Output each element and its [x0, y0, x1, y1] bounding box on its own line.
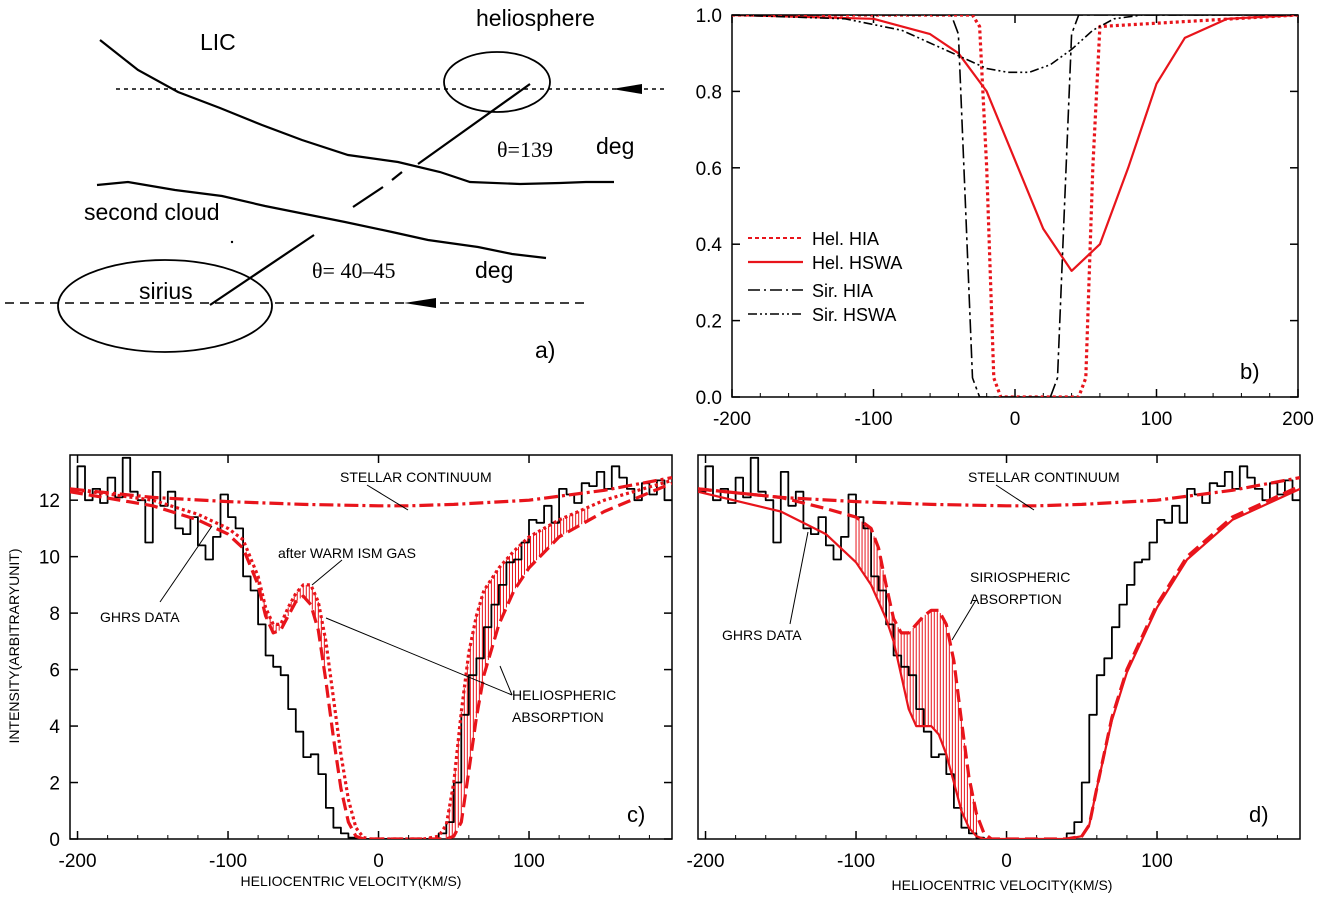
series-line-model-solid: [698, 487, 1300, 839]
x-tick-label: -100: [209, 851, 247, 872]
x-tick-label: -100: [837, 851, 875, 872]
series-group-d: [698, 456, 1300, 839]
x-tick-label: 100: [513, 851, 545, 872]
y-tick-label: 6: [49, 661, 60, 682]
heliosphere-ellipse: [443, 51, 551, 113]
series-line-stellar-continuum: [698, 476, 1300, 508]
panel-d-letter: d): [1249, 802, 1269, 827]
y-tick-label: 0.4: [696, 235, 723, 256]
y-tick-label: 0.2: [696, 312, 722, 333]
annotation-sirio-2-d: ABSORPTION: [970, 591, 1062, 607]
annotation-arrow-helio-1-c: [325, 617, 513, 696]
annotation-helio-2-c: ABSORPTION: [512, 709, 604, 725]
annotation-arrow-sirio-d: [951, 599, 977, 641]
connecting-dash-2: [352, 186, 384, 208]
x-tick-label: 0: [373, 851, 384, 872]
panel-c-chart: -200 -100 0 100 0 2 4 6 8 10 12 STELLAR CONTINUUM …: [6, 454, 673, 889]
arrow-upper: [612, 84, 642, 94]
lic-label: LIC: [200, 29, 236, 55]
panel-d-chart: -200 -100 0 100 STELLAR CONTINUUM GHRS DATA…: [687, 454, 1301, 893]
legend-label-hel-hswa: Hel. HSWA: [812, 253, 902, 273]
sirius-direction-line: [209, 234, 315, 306]
panel-c-letter: c): [627, 802, 645, 827]
deg-label-1: deg: [596, 133, 634, 159]
panel-a-diagram: LIC heliosphere θ=139 deg second cloud s…: [5, 5, 664, 363]
x-tick-label: -200: [687, 851, 725, 872]
annotation-ghrs-c: GHRS DATA: [100, 609, 180, 625]
annotation-helio-1-c: HELIOSPHERIC: [512, 687, 616, 703]
x-tick-label: -200: [59, 851, 97, 872]
dot-marker: [230, 240, 234, 244]
annotation-stellar-d: STELLAR CONTINUUM: [968, 469, 1120, 485]
annotation-arrow-stellar-c: [366, 484, 409, 511]
second-cloud-label: second cloud: [84, 199, 220, 225]
tick-marks-c: -200 -100 0 100 0 2 4 6 8 10 12: [39, 455, 672, 872]
y-tick-label: 0.8: [696, 82, 722, 103]
legend-label-sir-hswa: Sir. HSWA: [812, 305, 896, 325]
panel-b-chart: -200 -100 0 100 200 0.0 0.2 0.4 0.6 0.8 1.0 Hel. H…: [696, 6, 1314, 430]
y-tick-label: 10: [39, 548, 60, 569]
connecting-dash-1: [391, 171, 403, 181]
second-cloud-boundary-line: [96, 180, 547, 260]
series-line-stellar-continuum: [70, 476, 672, 508]
x-axis-title-d: HELIOCENTRIC VELOCITY(KM/S): [892, 877, 1113, 893]
y-tick-label: 0: [49, 830, 60, 851]
series-line-model: [70, 481, 672, 839]
sirius-label: sirius: [139, 278, 193, 304]
series-line-after-warm-ism-gas: [70, 478, 672, 839]
annotation-arrow-ghrs-d: [789, 531, 809, 625]
legend-b: Hel. HIA Hel. HSWA Sir. HIA Sir. HSWA: [748, 229, 902, 325]
x-tick-label: 0: [1001, 851, 1012, 872]
panel-a-letter: a): [535, 337, 555, 363]
annotation-arrow-stellar-d: [995, 484, 1035, 511]
x-tick-label: 100: [1141, 851, 1173, 872]
x-tick-label: 100: [1141, 409, 1173, 430]
y-tick-label: 0.0: [696, 388, 722, 409]
annotation-after-c: after WARM ISM GAS: [278, 545, 416, 561]
x-tick-label: -100: [854, 409, 892, 430]
x-axis-title-c: HELIOCENTRIC VELOCITY(KM/S): [241, 873, 462, 889]
x-tick-label: 0: [1010, 409, 1021, 430]
annotation-arrow-helio-2-c: [499, 665, 513, 696]
y-tick-label: 1.0: [696, 6, 722, 27]
y-axis-title-c: INTENSITY(ARBITRARYUNIT): [6, 549, 22, 744]
y-tick-label: 0.6: [696, 159, 722, 180]
y-tick-label: 4: [49, 717, 60, 738]
deg-label-2: deg: [475, 257, 513, 283]
arrow-lower: [404, 298, 436, 308]
annotation-ghrs-d: GHRS DATA: [722, 627, 802, 643]
heliosphere-label: heliosphere: [476, 5, 595, 31]
annotation-arrow-ghrs-c: [159, 525, 213, 603]
sirius-ellipse: [57, 259, 273, 353]
series-group-c: [70, 456, 672, 839]
theta-139-label: θ=139: [497, 137, 553, 162]
series-line-sir-hia: [732, 15, 1298, 397]
annotation-stellar-c: STELLAR CONTINUUM: [340, 469, 492, 485]
annotation-sirio-1-d: SIRIOSPHERIC: [970, 569, 1070, 585]
y-tick-label: 8: [49, 604, 60, 625]
lic-boundary-line: [99, 39, 614, 186]
legend-label-sir-hia: Sir. HIA: [812, 281, 873, 301]
annotations-d: STELLAR CONTINUUM GHRS DATA SIRIOSPHERIC…: [722, 469, 1120, 643]
tick-marks-d: -200 -100 0 100: [687, 455, 1278, 872]
plot-frame-d: [697, 454, 1301, 840]
x-tick-label: 200: [1282, 409, 1314, 430]
series-group-b: [732, 15, 1298, 397]
annotation-arrow-after-c: [311, 559, 343, 586]
y-tick-label: 12: [39, 491, 60, 512]
theta-40-45-label: θ= 40–45: [312, 258, 395, 283]
y-tick-label: 2: [49, 774, 60, 795]
annotations-c: STELLAR CONTINUUM after WARM ISM GAS GHR…: [100, 469, 616, 725]
heliosphere-direction-line: [417, 83, 531, 165]
x-tick-label: -200: [713, 409, 751, 430]
series-line-sir-hswa: [732, 15, 1298, 74]
panel-b-letter: b): [1240, 359, 1260, 384]
series-line-hel-hswa: [732, 15, 1298, 272]
tick-marks-b: -200 -100 0 100 200 0.0 0.2 0.4 0.6 0.8 1.0: [696, 6, 1314, 430]
legend-label-hel-hia: Hel. HIA: [812, 229, 879, 249]
